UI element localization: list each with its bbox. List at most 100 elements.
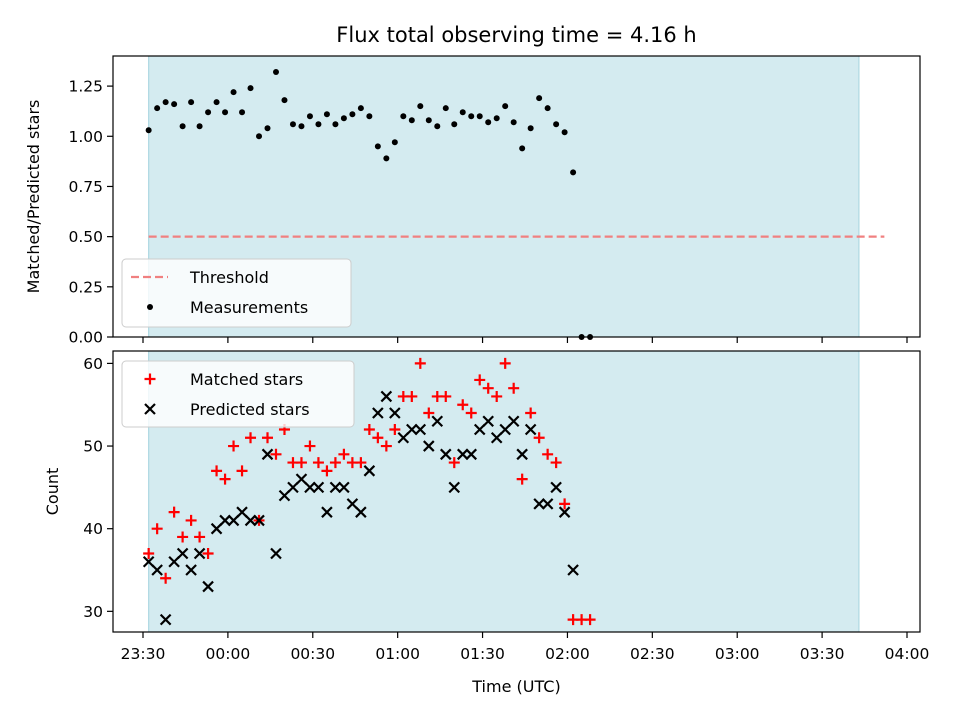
- top-y-axis-label: Matched/Predicted stars: [24, 100, 43, 294]
- measurement-point: [561, 129, 568, 136]
- x-tick-label: 02:30: [630, 645, 675, 663]
- measurement-point: [459, 109, 466, 116]
- measurement-point: [323, 111, 330, 118]
- measurement-point: [357, 105, 364, 112]
- matched-star-point: [533, 432, 545, 444]
- measurement-point: [451, 121, 458, 128]
- predicted-star-point: [159, 613, 172, 626]
- measurement-point: [256, 133, 263, 140]
- predicted-star-point: [414, 423, 427, 436]
- bottom-axes-frame: [112, 350, 921, 633]
- predicted-star-point: [202, 580, 214, 593]
- measurement-point: [468, 113, 475, 120]
- matched-star-point: [448, 457, 460, 469]
- x-tick-label: 00:30: [290, 645, 335, 663]
- matched-star-point: [406, 390, 418, 402]
- measurement-point: [188, 99, 195, 106]
- matched-star-point: [160, 572, 172, 584]
- measurement-point: [519, 145, 526, 152]
- x-tick-label: 04:00: [885, 645, 930, 663]
- top-y-tick-label: 0.75: [68, 178, 103, 196]
- measurement-point: [425, 117, 432, 124]
- predicted-star-point: [372, 407, 384, 419]
- bottom-y-tick-label: 40: [83, 520, 103, 538]
- measurement-point: [502, 103, 509, 110]
- x-tick-label: 00:00: [206, 645, 251, 663]
- matched-star-point: [228, 440, 240, 452]
- top-y-tick-label: 1.25: [68, 78, 103, 96]
- legend-predicted-swatch: [144, 403, 156, 415]
- top-y-tick-label: 0.25: [68, 278, 103, 296]
- predicted-star-point: [185, 564, 197, 576]
- matched-star-point: [457, 399, 469, 411]
- matched-star-point: [525, 407, 537, 419]
- measurement-point: [154, 105, 161, 112]
- predicted-star-point: [338, 481, 350, 494]
- measurement-point: [383, 155, 390, 162]
- matched-star-point: [584, 614, 596, 626]
- predicted-star-point: [507, 415, 520, 428]
- matched-star-point: [329, 457, 341, 469]
- matched-star-point: [508, 382, 520, 394]
- predicted-star-point: [312, 481, 325, 494]
- matched-star-point: [168, 506, 180, 518]
- predicted-star-point: [287, 481, 299, 494]
- measurement-point: [289, 121, 296, 128]
- matched-star-point: [338, 448, 350, 460]
- x-tick-label: 03:00: [715, 645, 760, 663]
- measurement-point: [247, 85, 254, 92]
- predicted-star-point: [533, 498, 545, 510]
- matched-star-point: [194, 531, 206, 543]
- chart-title: Flux total observing time = 4.16 h: [336, 23, 696, 47]
- predicted-star-point: [541, 498, 554, 510]
- measurement-point: [298, 123, 305, 130]
- predicted-star-point: [389, 407, 401, 419]
- matched-star-point: [423, 407, 435, 419]
- predicted-star-point: [473, 423, 486, 436]
- predicted-star-point: [295, 473, 308, 485]
- matched-star-point: [270, 448, 282, 460]
- measurement-point: [442, 105, 449, 112]
- bottom-y-tick-label: 50: [83, 438, 103, 456]
- measurement-point: [400, 113, 407, 120]
- predicted-star-point: [219, 514, 231, 527]
- top-y-tick-label: 0.00: [68, 329, 103, 347]
- legend-matched-label: Matched stars: [190, 370, 303, 389]
- matched-star-point: [355, 457, 367, 469]
- measurement-point: [408, 117, 415, 124]
- top-axes-frame: [112, 55, 921, 338]
- measurement-point: [417, 103, 424, 110]
- top-y-tick-label: 1.00: [68, 128, 103, 146]
- matched-star-point: [550, 457, 562, 469]
- x-axis-label: Time (UTC): [471, 677, 560, 696]
- measurement-point: [570, 169, 577, 176]
- measurement-point: [145, 127, 152, 134]
- measurement-point: [391, 139, 398, 146]
- measurement-point: [171, 101, 178, 108]
- predicted-star-point: [499, 423, 511, 436]
- matched-star-point: [321, 465, 333, 477]
- predicted-star-point: [567, 564, 579, 576]
- matched-star-point: [559, 498, 571, 510]
- matched-star-point: [177, 531, 189, 543]
- matched-star-point: [491, 390, 503, 402]
- measurement-point: [264, 125, 271, 132]
- legend-measurements-swatch: [147, 304, 153, 310]
- bottom-y-tick-label: 30: [83, 603, 103, 621]
- predicted-star-point: [482, 415, 494, 428]
- x-tick-label: 23:30: [121, 645, 166, 663]
- predicted-star-point: [168, 555, 180, 568]
- measurement-point: [205, 109, 212, 116]
- predicted-star-point: [380, 390, 393, 403]
- matched-star-point: [380, 440, 392, 452]
- bottom-y-axis-label: Count: [43, 468, 62, 516]
- top-y-tick-label: 0.50: [68, 228, 103, 246]
- matched-star-point: [474, 374, 486, 386]
- predicted-star-point: [151, 564, 163, 576]
- bottom-legend-box: [121, 360, 355, 428]
- predicted-star-point: [456, 448, 469, 461]
- measurement-point: [315, 121, 322, 128]
- predicted-star-point: [346, 498, 359, 510]
- measurement-point: [434, 123, 441, 130]
